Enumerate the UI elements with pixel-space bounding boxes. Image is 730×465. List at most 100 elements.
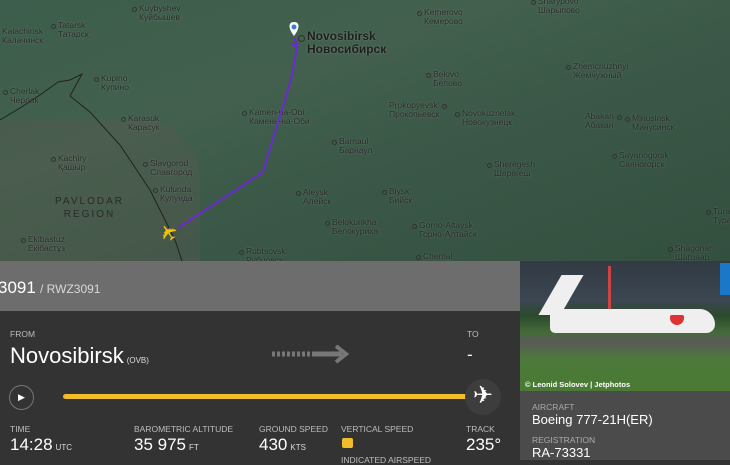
city-label[interactable]: Novosibirsk Новосибирск bbox=[298, 30, 387, 56]
city-name-ru: Қашыр bbox=[58, 162, 86, 172]
city-dot-icon bbox=[153, 188, 158, 193]
city-label[interactable]: Sharypovo Шарыпово bbox=[531, 0, 580, 15]
city-dot-icon bbox=[143, 162, 148, 167]
city-label[interactable]: Slavgorod Славгород bbox=[143, 158, 192, 177]
flight-header: 3091 / RWZ3091 bbox=[0, 261, 520, 311]
city-label[interactable]: ChemalЧемал bbox=[416, 251, 453, 261]
city-label[interactable]: Sheregesh Шерегеш bbox=[487, 159, 536, 178]
registration-value: RA-73331 bbox=[532, 445, 591, 460]
city-name-ru: Калачинск bbox=[2, 35, 44, 45]
aircraft-photo[interactable]: © Leonid Solovev | Jetphotos bbox=[520, 261, 730, 391]
flight-progress-bar bbox=[63, 394, 478, 399]
city-label[interactable]: Karasuk Карасук bbox=[121, 113, 160, 132]
city-name-ru: Купино bbox=[101, 82, 129, 92]
city-name-ru: Екібастұз bbox=[28, 243, 65, 253]
city-name-ru: Кемерово bbox=[424, 16, 463, 26]
city-dot-icon bbox=[21, 238, 26, 243]
next-photo-button[interactable] bbox=[720, 263, 730, 295]
photo-credit[interactable]: © Leonid Solovev | Jetphotos bbox=[525, 380, 631, 389]
city-label[interactable]: Rubtsovsk Рубцовск bbox=[239, 246, 286, 261]
city-name-ru: Шагонар bbox=[675, 252, 710, 262]
city-name-ru: Абакан bbox=[585, 120, 614, 130]
border-line bbox=[0, 72, 183, 261]
city-name-en: Sheregesh bbox=[494, 159, 536, 169]
city-label[interactable]: Aleysk Алейск bbox=[296, 187, 331, 206]
city-name-en: Shagonar bbox=[675, 243, 712, 253]
city-label[interactable]: Kuybyshev Куйбышев bbox=[132, 4, 181, 22]
city-dot-icon bbox=[455, 112, 460, 117]
region-label: PAVLODAR REGION bbox=[55, 196, 124, 220]
city-name-ru: Барнаул bbox=[339, 145, 373, 155]
city-name-en: Kemerovo bbox=[424, 7, 463, 17]
city-name-ru: Прокопьевск bbox=[389, 109, 440, 119]
city-name-ru: Минусинск bbox=[632, 122, 675, 132]
city-name-en: Gorno-Altaysk bbox=[419, 220, 473, 230]
city-label[interactable]: Kulunda Кулунда bbox=[153, 184, 193, 203]
aircraft-label: AIRCRAFT bbox=[532, 402, 575, 412]
callsign: / RWZ3091 bbox=[40, 282, 101, 296]
city-name-ru: Карасук bbox=[128, 122, 160, 132]
city-name-ru: Новосибирск bbox=[307, 42, 387, 56]
registration-label: REGISTRATION bbox=[532, 435, 596, 445]
city-dot-icon bbox=[426, 73, 431, 78]
city-dot-icon bbox=[416, 255, 421, 260]
play-button[interactable]: ▶ bbox=[9, 385, 34, 410]
city-name-en: Zhemchuzhnyi bbox=[573, 61, 629, 71]
city-label[interactable]: Prokopyevsk Прокопьевск bbox=[389, 101, 448, 119]
city-label[interactable]: Gorno-Altaysk Горно-Алтайск bbox=[412, 220, 477, 239]
city-name-ru: Саяногорск bbox=[619, 159, 665, 169]
city-dot-icon bbox=[487, 163, 492, 168]
city-label[interactable]: Kemerovo Кемерово bbox=[417, 7, 463, 26]
airplane-icon: ✈ bbox=[465, 379, 501, 415]
city-label[interactable]: Barnaul Барнаул bbox=[332, 136, 373, 155]
city-name-ru: Шерегеш bbox=[494, 168, 531, 178]
from-city[interactable]: Novosibirsk (OVB) bbox=[10, 343, 149, 368]
city-label[interactable]: Kalachinsk Калачинск bbox=[2, 27, 43, 45]
city-name-en: Kulunda bbox=[160, 184, 192, 194]
city-name-en: Kalachinsk bbox=[2, 26, 44, 36]
city-name-ru: Тура bbox=[713, 215, 730, 225]
lock-icon[interactable] bbox=[342, 438, 353, 448]
flight-map[interactable]: PAVLODAR REGION Kuybyshev Куйбышев Tatarsk Т… bbox=[0, 0, 730, 261]
city-name-en: Chemal bbox=[423, 251, 453, 261]
city-label[interactable]: Shagonar Шагонар bbox=[668, 243, 712, 262]
city-label[interactable]: Sayanogorsk Саяногорск bbox=[612, 150, 669, 169]
city-label[interactable]: Biysk Бийск bbox=[382, 187, 412, 205]
city-name-en: Aleysk bbox=[303, 187, 329, 197]
city-name-en: Rubtsovsk bbox=[246, 246, 286, 256]
vertical-speed-label: VERTICAL SPEED bbox=[341, 424, 414, 434]
city-name-en: Sayanogorsk bbox=[619, 150, 669, 160]
indicated-airspeed-label: INDICATED AIRSPEED bbox=[341, 455, 432, 465]
city-name-en: Kamen-na-Obi bbox=[249, 107, 305, 117]
city-name-ru: Новокузнецк bbox=[462, 117, 512, 127]
city-name-en: Karasuk bbox=[128, 113, 160, 123]
city-name-en: Minusinsk bbox=[632, 113, 670, 123]
city-label[interactable]: Belovo Белово bbox=[426, 70, 462, 88]
city-label[interactable]: Cherlak Черлак bbox=[3, 87, 39, 105]
city-dot-icon bbox=[94, 77, 99, 82]
city-label[interactable]: Ekibastuz Екібастұз bbox=[21, 235, 65, 253]
city-label[interactable]: Kamen-na-Obi Камень-на-Оби bbox=[242, 107, 310, 126]
city-dot-icon bbox=[242, 111, 247, 116]
city-label[interactable]: Tatarsk Татарск bbox=[51, 21, 89, 39]
to-label: TO bbox=[467, 329, 479, 339]
city-name-en: Slavgorod bbox=[150, 158, 189, 168]
origin-pin-icon bbox=[289, 22, 299, 36]
city-label[interactable]: Zhemchuzhnyi Жемчужный bbox=[566, 61, 629, 80]
city-name-en: Tura bbox=[713, 206, 730, 216]
city-label[interactable]: Belokurikha Белокуриха bbox=[325, 217, 378, 236]
city-dot-icon bbox=[531, 0, 536, 5]
city-label[interactable]: Abakan Абакан bbox=[585, 112, 622, 130]
altitude-value: 35 975 FT bbox=[134, 435, 199, 454]
city-dot-icon bbox=[616, 115, 622, 120]
ground-speed-value: 430 KTS bbox=[259, 435, 306, 454]
city-label[interactable]: Tura Тура bbox=[706, 206, 730, 225]
city-label[interactable]: Kupino Купино bbox=[94, 74, 129, 92]
city-label[interactable]: Kachiry Қашыр bbox=[51, 154, 86, 172]
city-name-en: Belokurikha bbox=[332, 217, 377, 227]
city-label[interactable]: Minusinsk Минусинск bbox=[625, 113, 675, 132]
time-value: 14:28 UTC bbox=[10, 435, 72, 454]
city-name-en: Barnaul bbox=[339, 136, 369, 146]
flight-details-panel: FROM Novosibirsk (OVB) TO - ▶ ✈ TIME 14:2… bbox=[0, 311, 520, 465]
city-label[interactable]: Novokuznetsk Новокузнецк bbox=[455, 109, 515, 127]
